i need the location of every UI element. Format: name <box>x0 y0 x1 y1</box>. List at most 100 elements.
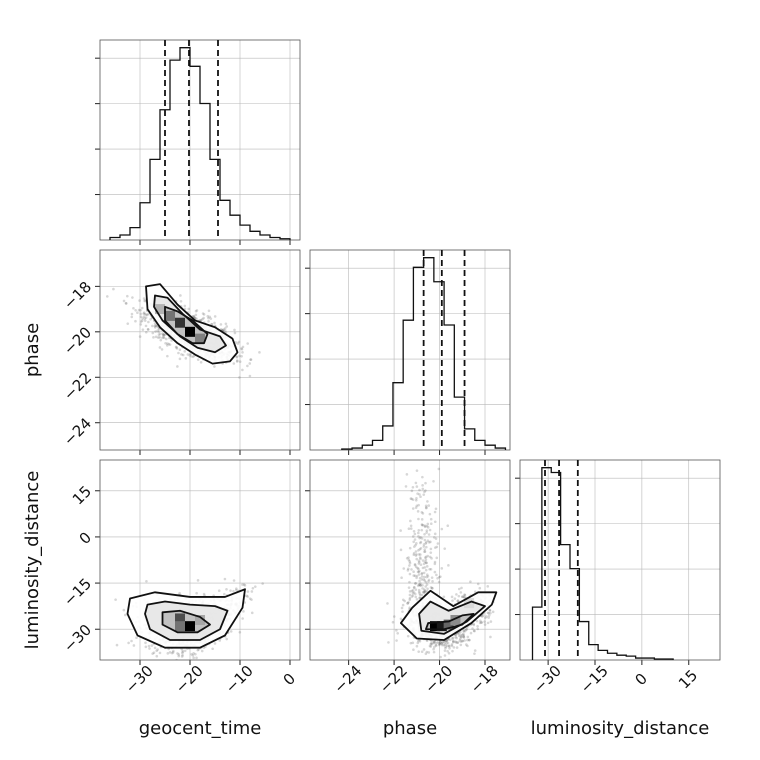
scatter-point <box>420 593 424 597</box>
scatter-point <box>400 606 404 610</box>
scatter-point <box>160 348 164 351</box>
scatter-point <box>409 497 413 500</box>
scatter-point <box>473 649 477 652</box>
scatter-point <box>423 548 426 551</box>
scatter-point <box>428 567 431 571</box>
scatter-point <box>235 355 239 359</box>
scatter-point <box>150 644 154 647</box>
scatter-point <box>181 653 184 657</box>
scatter-point <box>406 602 409 605</box>
scatter-point <box>115 643 119 647</box>
scatter-point <box>433 562 437 566</box>
scatter-point <box>425 531 428 534</box>
scatter-point <box>447 651 451 655</box>
phase-luminosity_distance-xtick-label: −20 <box>421 662 456 697</box>
scatter-point <box>434 507 438 511</box>
scatter-point <box>469 631 473 635</box>
scatter-point <box>238 354 241 358</box>
scatter-point <box>445 639 448 643</box>
scatter-point <box>408 564 411 567</box>
scatter-point <box>241 368 244 372</box>
scatter-point <box>139 315 143 319</box>
scatter-point <box>471 627 474 630</box>
scatter-point <box>457 632 460 635</box>
hist-panel-geocent_time <box>95 39 301 245</box>
scatter-point <box>248 374 252 378</box>
scatter-point <box>242 583 246 586</box>
scatter-point <box>181 650 185 654</box>
scatter-point <box>454 640 457 643</box>
scatter-point <box>414 581 417 585</box>
scatter-point <box>405 473 409 476</box>
geocent_time-luminosity_distance-xtick-label: 0 <box>280 670 299 689</box>
scatter-point <box>489 620 493 623</box>
scatter-point <box>421 566 425 570</box>
scatter-panel-geocent_time-luminosity_distance: −30 −20 −10 0 −30 −15 0 15 <box>60 459 301 697</box>
scatter-point <box>194 652 197 656</box>
geocent_time-luminosity_distance-ytick-label: 15 <box>69 482 95 508</box>
scatter-point <box>445 644 449 648</box>
scatter-point <box>456 599 459 603</box>
scatter-point <box>210 323 214 326</box>
scatter-point <box>137 308 141 312</box>
scatter-point <box>152 651 156 654</box>
scatter-point <box>452 640 455 643</box>
scatter-point <box>429 586 433 589</box>
scatter-point <box>417 559 421 562</box>
panel-content <box>114 577 264 666</box>
scatter-point <box>416 570 420 574</box>
scatter-point <box>246 590 250 593</box>
phase-luminosity_distance-frame <box>309 459 511 661</box>
density-bin <box>436 621 447 632</box>
scatter-point <box>241 351 244 354</box>
scatter-point <box>187 307 191 311</box>
scatter-point <box>143 299 146 303</box>
scatter-point <box>194 313 198 317</box>
scatter-point <box>432 650 436 654</box>
scatter-point <box>423 589 427 592</box>
scatter-point <box>472 622 476 626</box>
scatter-point <box>425 650 429 654</box>
scatter-point <box>489 611 492 615</box>
scatter-point <box>485 615 488 618</box>
scatter-point <box>125 302 128 305</box>
scatter-point <box>478 586 482 590</box>
scatter-point <box>462 629 465 632</box>
scatter-point <box>233 331 237 335</box>
scatter-point <box>426 554 430 558</box>
scatter-point <box>419 540 423 544</box>
scatter-point <box>472 623 476 627</box>
scatter-point <box>463 593 467 597</box>
scatter-point <box>142 315 146 318</box>
scatter-point <box>166 663 169 666</box>
scatter-point <box>420 510 424 514</box>
scatter-point <box>395 629 398 632</box>
scatter-point <box>423 590 427 594</box>
scatter-point <box>426 587 429 591</box>
scatter-point <box>178 591 181 595</box>
scatter-point <box>158 651 162 655</box>
scatter-point <box>415 598 419 601</box>
axis-label-luminosity_distance: luminosity_distance <box>531 718 710 739</box>
scatter-point <box>406 634 410 638</box>
scatter-point <box>419 557 422 561</box>
scatter-point <box>223 592 226 596</box>
scatter-point <box>445 642 448 645</box>
scatter-point <box>461 633 464 637</box>
scatter-point <box>418 593 422 597</box>
scatter-point <box>140 319 144 322</box>
scatter-point <box>465 628 468 631</box>
scatter-point <box>430 642 433 645</box>
scatter-point <box>423 560 427 564</box>
density-bin <box>195 615 205 625</box>
scatter-point <box>253 585 257 588</box>
scatter-point <box>457 634 461 638</box>
contour-line <box>164 305 209 345</box>
scatter-point <box>156 336 160 339</box>
scatter-point <box>462 635 466 638</box>
scatter-point <box>480 615 484 618</box>
scatter-point <box>423 589 427 593</box>
scatter-point <box>461 595 465 599</box>
scatter-point <box>417 438 420 441</box>
